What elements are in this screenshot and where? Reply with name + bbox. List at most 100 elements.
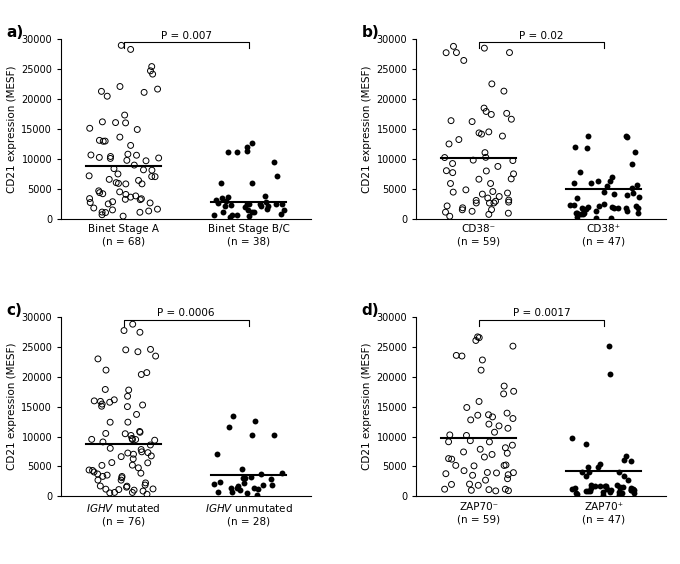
Point	[450, 461, 461, 470]
Point	[571, 209, 582, 218]
Point	[582, 462, 593, 471]
Point	[122, 448, 133, 457]
Point	[475, 445, 486, 454]
Point	[135, 195, 146, 204]
Point	[500, 443, 511, 452]
Point	[109, 395, 120, 404]
Point	[246, 178, 257, 187]
Point	[92, 475, 103, 484]
Point	[129, 161, 139, 170]
Point	[461, 431, 472, 440]
Point	[485, 179, 496, 188]
Point	[570, 484, 581, 493]
Point	[135, 208, 146, 217]
Point	[607, 202, 618, 212]
Point	[146, 62, 157, 71]
Point	[128, 455, 139, 464]
Point	[629, 488, 640, 497]
Point	[626, 483, 636, 492]
Point	[605, 176, 615, 185]
Point	[222, 192, 233, 201]
Point	[232, 483, 243, 492]
Point	[473, 481, 483, 490]
Point	[597, 488, 608, 497]
Point	[468, 156, 479, 165]
Point	[104, 398, 115, 407]
Point	[622, 190, 633, 199]
Point	[466, 486, 477, 495]
Point	[105, 154, 116, 163]
Point	[494, 421, 505, 430]
Point	[210, 196, 221, 205]
Point	[225, 483, 236, 492]
Point	[609, 190, 619, 199]
Point	[590, 481, 601, 490]
Point	[508, 468, 519, 477]
Point	[133, 347, 143, 356]
Point	[471, 336, 481, 345]
Point	[277, 199, 288, 208]
Point	[457, 205, 468, 214]
Point	[150, 351, 161, 360]
Point	[565, 200, 576, 209]
Point	[479, 148, 490, 157]
Point	[619, 455, 630, 464]
Point	[506, 114, 517, 124]
Point	[490, 197, 501, 206]
Point	[486, 110, 496, 119]
Point	[249, 417, 260, 426]
Point	[96, 402, 107, 411]
Point	[232, 148, 243, 157]
Point	[126, 434, 137, 443]
Point	[480, 475, 491, 484]
Point	[473, 397, 484, 406]
Point	[441, 469, 452, 478]
Point	[120, 429, 131, 438]
Point	[122, 417, 133, 426]
Point	[142, 459, 153, 468]
Point	[223, 148, 234, 157]
Point	[84, 194, 95, 203]
Point	[473, 175, 484, 184]
Point	[215, 477, 226, 486]
Point	[632, 209, 643, 218]
Point	[632, 180, 643, 190]
Point	[107, 197, 118, 206]
Point	[277, 469, 288, 478]
Point	[275, 210, 286, 219]
Point	[105, 152, 116, 161]
Point	[629, 486, 640, 495]
Point	[97, 189, 108, 198]
Point	[121, 483, 132, 492]
Point	[102, 92, 113, 101]
Point	[271, 171, 282, 180]
Point	[245, 473, 256, 482]
Point	[479, 104, 490, 113]
Point	[582, 486, 593, 495]
Point	[240, 203, 251, 212]
Point	[568, 201, 579, 210]
Point	[500, 460, 511, 469]
Point	[484, 199, 495, 208]
Point	[486, 80, 497, 89]
Point	[442, 201, 453, 210]
Point	[445, 179, 456, 188]
Point	[465, 436, 476, 445]
Point	[585, 487, 596, 496]
Point	[112, 169, 123, 178]
Point	[490, 486, 501, 495]
Point	[114, 133, 125, 142]
Point	[94, 136, 105, 145]
Point	[123, 386, 134, 395]
Point	[581, 486, 592, 495]
Point	[630, 201, 641, 210]
Point	[487, 450, 498, 459]
Point	[141, 156, 152, 165]
Point	[620, 131, 631, 140]
Point	[122, 149, 133, 158]
Point	[152, 85, 163, 94]
Point	[633, 193, 644, 202]
Point	[92, 469, 103, 478]
Point	[603, 341, 614, 350]
Point	[103, 200, 114, 209]
